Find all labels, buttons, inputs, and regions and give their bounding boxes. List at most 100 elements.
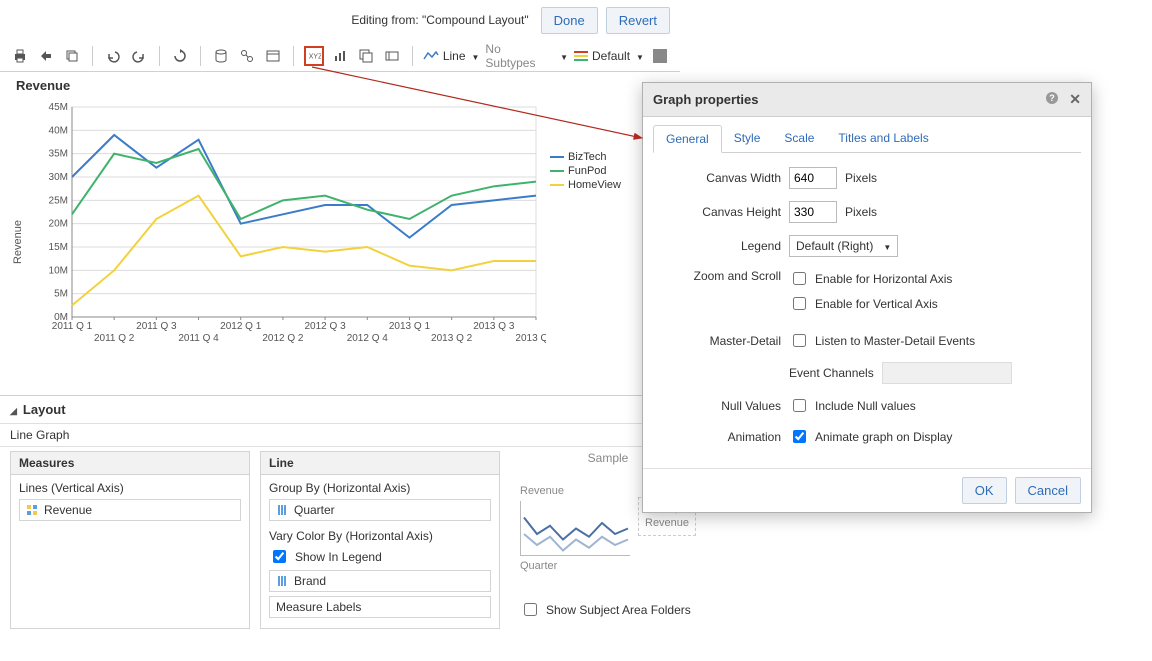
editing-from-label: Editing from: "Compound Layout" <box>351 13 528 27</box>
column-icon <box>276 504 288 516</box>
canvas-width-label: Canvas Width <box>661 171 781 185</box>
style-dropdown[interactable]: Default <box>574 49 644 63</box>
svg-text:25M: 25M <box>49 195 68 206</box>
rename-icon[interactable] <box>382 46 402 66</box>
collapse-icon[interactable] <box>10 402 17 417</box>
master-detail-label: Master-Detail <box>661 334 781 348</box>
toolbar: XYZ Line No Subtypes Default <box>0 40 680 72</box>
sample-x-label: Quarter <box>520 560 696 572</box>
duplicate-view-icon[interactable] <box>356 46 376 66</box>
cancel-button[interactable]: Cancel <box>1015 477 1081 504</box>
legend-item: HomeView <box>550 179 621 191</box>
null-values-checkbox[interactable]: Include Null values <box>789 396 916 415</box>
chart-title: Revenue <box>16 78 670 93</box>
done-button[interactable]: Done <box>541 7 598 34</box>
svg-text:2011 Q 2: 2011 Q 2 <box>94 333 135 344</box>
measure-revenue-chip[interactable]: Revenue <box>19 499 241 521</box>
measures-panel-header: Measures <box>11 452 249 475</box>
graph-properties-dialog: Graph properties ? ✕ General Style Scale… <box>642 82 1092 513</box>
y-axis-label: Revenue <box>10 220 26 264</box>
show-in-legend-checkbox[interactable]: Show In Legend <box>269 547 491 566</box>
tab-titles-labels[interactable]: Titles and Labels <box>826 125 940 152</box>
line-panel-header: Line <box>261 452 499 475</box>
chart-type-dropdown[interactable]: Line <box>423 49 480 63</box>
new-view-icon[interactable] <box>263 46 283 66</box>
help-icon[interactable]: ? <box>1045 91 1059 108</box>
legend-item: FunPod <box>550 165 621 177</box>
measure-icon <box>26 504 38 516</box>
subtype-dropdown[interactable]: No Subtypes <box>485 42 568 70</box>
svg-text:2011 Q 1: 2011 Q 1 <box>52 321 93 332</box>
legend-select[interactable]: Default (Right) <box>789 235 898 257</box>
group-by-label: Group By (Horizontal Axis) <box>269 481 491 495</box>
svg-text:20M: 20M <box>49 219 68 230</box>
refresh-icon[interactable] <box>170 46 190 66</box>
sample-mini-chart <box>520 501 630 556</box>
pixels-label: Pixels <box>845 171 877 185</box>
svg-text:XYZ: XYZ <box>309 53 321 60</box>
ok-button[interactable]: OK <box>962 477 1007 504</box>
svg-text:2011 Q 3: 2011 Q 3 <box>136 321 177 332</box>
event-channels-input[interactable] <box>882 362 1012 384</box>
svg-text:40M: 40M <box>49 125 68 136</box>
svg-text:30M: 30M <box>49 172 68 183</box>
vary-color-label: Vary Color By (Horizontal Axis) <box>269 529 491 543</box>
svg-text:2013 Q 2: 2013 Q 2 <box>431 333 473 344</box>
dialog-tabs: General Style Scale Titles and Labels <box>653 125 1081 153</box>
show-subject-folders-checkbox[interactable]: Show Subject Area Folders <box>520 600 696 619</box>
line-panel: Line Group By (Horizontal Axis) Quarter … <box>260 451 500 629</box>
graph-type-label: Line Graph <box>0 424 680 447</box>
lines-vertical-axis-label: Lines (Vertical Axis) <box>19 481 241 495</box>
export-icon[interactable] <box>36 46 56 66</box>
svg-text:2011 Q 4: 2011 Q 4 <box>178 333 219 344</box>
print-icon[interactable] <box>10 46 30 66</box>
svg-text:35M: 35M <box>49 149 68 160</box>
close-icon[interactable]: ✕ <box>1069 91 1081 108</box>
undo-icon[interactable] <box>103 46 123 66</box>
sort-icon[interactable] <box>330 46 350 66</box>
svg-text:?: ? <box>1050 93 1056 103</box>
svg-text:2013 Q 3: 2013 Q 3 <box>473 321 515 332</box>
legend-item: BizTech <box>550 151 621 163</box>
pixels-label: Pixels <box>845 205 877 219</box>
svg-text:2013 Q 1: 2013 Q 1 <box>389 321 431 332</box>
svg-text:2012 Q 2: 2012 Q 2 <box>262 333 304 344</box>
svg-text:2012 Q 3: 2012 Q 3 <box>305 321 347 332</box>
zoom-vertical-checkbox[interactable]: Enable for Vertical Axis <box>789 294 952 313</box>
canvas-width-input[interactable] <box>789 167 837 189</box>
legend-label: Legend <box>661 239 781 253</box>
tab-general[interactable]: General <box>653 125 722 153</box>
tab-scale[interactable]: Scale <box>772 125 826 152</box>
color-swatch-icon[interactable] <box>650 46 670 66</box>
null-values-label: Null Values <box>661 399 781 413</box>
animation-label: Animation <box>661 430 781 444</box>
quarter-chip[interactable]: Quarter <box>269 499 491 521</box>
measure-labels-chip[interactable]: Measure Labels <box>269 596 491 618</box>
revert-button[interactable]: Revert <box>606 7 670 34</box>
measures-panel: Measures Lines (Vertical Axis) Revenue <box>10 451 250 629</box>
zoom-scroll-label: Zoom and Scroll <box>661 269 781 283</box>
link-icon[interactable] <box>237 46 257 66</box>
tab-style[interactable]: Style <box>722 125 773 152</box>
svg-text:15M: 15M <box>49 242 68 253</box>
dialog-title: Graph properties <box>653 92 758 107</box>
svg-text:5M: 5M <box>54 289 68 300</box>
redo-icon[interactable] <box>129 46 149 66</box>
svg-text:45M: 45M <box>49 102 68 113</box>
svg-text:2012 Q 4: 2012 Q 4 <box>347 333 389 344</box>
chart-legend: BizTech FunPod HomeView <box>546 147 625 387</box>
data-icon[interactable] <box>211 46 231 66</box>
brand-chip[interactable]: Brand <box>269 570 491 592</box>
event-channels-label: Event Channels <box>789 366 874 380</box>
zoom-horizontal-checkbox[interactable]: Enable for Horizontal Axis <box>789 269 952 288</box>
master-detail-checkbox[interactable]: Listen to Master-Detail Events <box>789 331 975 350</box>
revenue-chart: 0M5M10M15M20M25M30M35M40M45M2011 Q 12011… <box>26 97 546 387</box>
svg-text:2013 Q 4: 2013 Q 4 <box>515 333 546 344</box>
copy-icon[interactable] <box>62 46 82 66</box>
graph-properties-icon[interactable]: XYZ <box>304 46 324 66</box>
canvas-height-input[interactable] <box>789 201 837 223</box>
animation-checkbox[interactable]: Animate graph on Display <box>789 427 952 446</box>
column-icon <box>276 575 288 587</box>
svg-text:2012 Q 1: 2012 Q 1 <box>220 321 262 332</box>
layout-section-header[interactable]: Layout <box>0 396 680 424</box>
